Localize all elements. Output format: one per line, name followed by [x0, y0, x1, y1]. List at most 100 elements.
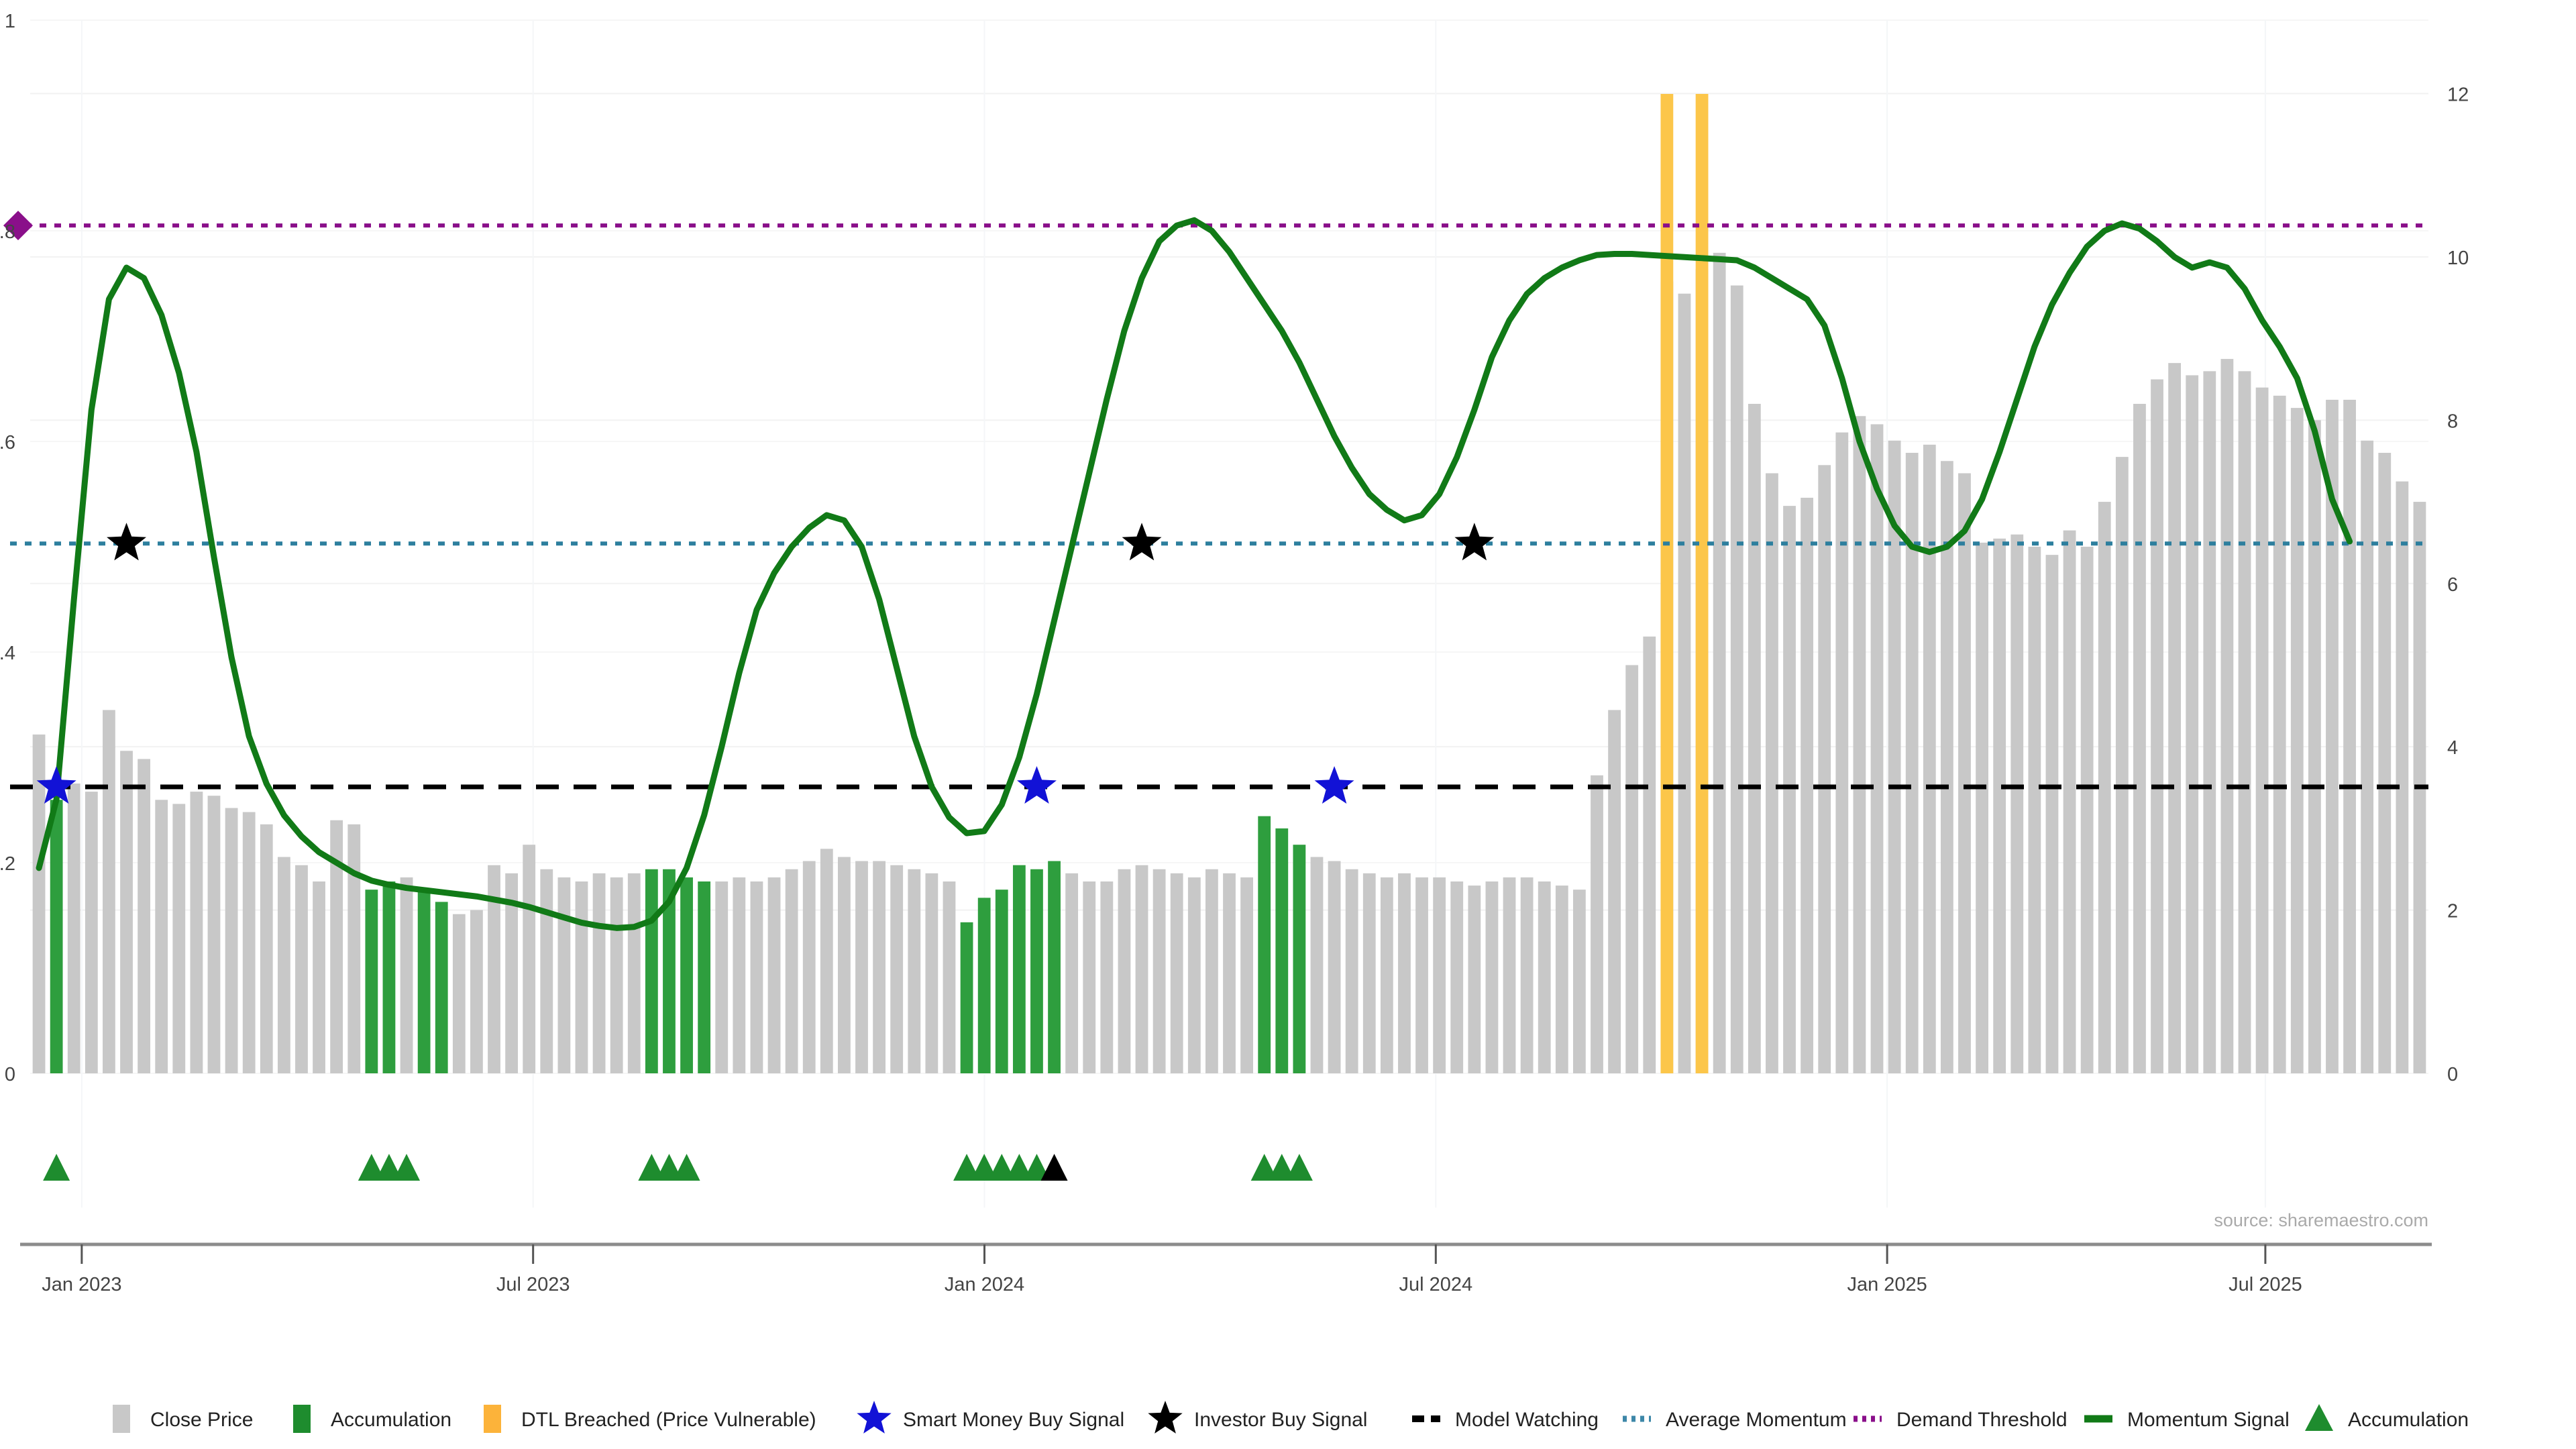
legend-star-icon: [1148, 1401, 1183, 1434]
accumulation-bar: [1048, 861, 1061, 1073]
accumulation-triangle-marker: [988, 1154, 1016, 1181]
legend-average-momentum[interactable]: Average Momentum: [1623, 1409, 1847, 1431]
close-price-bar: [347, 824, 361, 1073]
legend-item-label: Average Momentum: [1666, 1409, 1847, 1431]
accumulation-bar: [663, 869, 676, 1073]
accumulation-bar: [417, 890, 431, 1073]
x-axis-tick-label: Jul 2024: [1399, 1274, 1472, 1295]
legend-swatch-icon: [484, 1405, 501, 1433]
close-price-bar: [2203, 371, 2216, 1073]
smart-money-buy-signal-star: [1016, 765, 1057, 804]
close-price-bar: [1783, 506, 1796, 1073]
close-price-bar: [575, 881, 588, 1073]
accumulation-triangle-marker: [1023, 1154, 1051, 1181]
close-price-bar: [1905, 453, 1919, 1073]
close-price-bar: [1853, 416, 1866, 1073]
accumulation-bar: [977, 898, 991, 1073]
close-price-bar: [1678, 293, 1691, 1074]
close-price-bar: [190, 792, 203, 1073]
investor-buy-signal-star: [1454, 523, 1495, 561]
smart-money-buy-signal-star: [36, 765, 76, 804]
momentum-signal-line: [36, 217, 2353, 931]
right-axis-tick: 8: [2447, 411, 2458, 432]
legend-model-watching[interactable]: Model Watching: [1412, 1409, 1599, 1431]
close-price-bar: [610, 877, 623, 1073]
accumulation-triangle-marker: [655, 1154, 683, 1181]
legend-momentum-signal[interactable]: Momentum Signal: [2084, 1409, 2290, 1431]
close-price-bar: [1520, 877, 1534, 1073]
close-price-bar: [2045, 555, 2059, 1073]
close-price-bar: [85, 792, 98, 1073]
left-axis-tick: 0.8: [0, 221, 15, 243]
close-price-bar: [138, 759, 151, 1073]
legend-item-label: Smart Money Buy Signal: [903, 1409, 1124, 1431]
legend-investor-buy[interactable]: Investor Buy Signal: [1148, 1401, 1367, 1434]
close-price-bar: [225, 808, 238, 1073]
close-price-bar: [1362, 873, 1376, 1073]
close-price-bar: [103, 710, 115, 1073]
close-price-bar: [172, 804, 186, 1073]
legend-dtl-breached[interactable]: DTL Breached (Price Vulnerable): [484, 1405, 816, 1433]
close-price-bar: [785, 869, 798, 1073]
accumulation-bar: [645, 869, 658, 1073]
legend-close-price[interactable]: Close Price: [113, 1405, 253, 1433]
accumulation-bar: [1012, 865, 1026, 1073]
close-price-bar: [260, 824, 273, 1073]
reference-lines: [3, 211, 2428, 790]
accumulation-triangle-marker: [1006, 1154, 1033, 1181]
legend-accumulation-bar[interactable]: Accumulation: [293, 1405, 451, 1433]
close-price-bar: [2343, 399, 2356, 1073]
demand-threshold-diamond: [3, 211, 33, 241]
accumulation-triangle-marker: [375, 1154, 402, 1181]
close-price-bar: [505, 873, 519, 1073]
accumulation-triangle-marker: [358, 1154, 385, 1181]
accumulation-triangle-marker: [43, 1154, 70, 1181]
close-price-bar: [2010, 534, 2024, 1073]
accumulation-bar: [365, 890, 378, 1073]
close-price-bar: [1065, 873, 1079, 1073]
close-price-bar: [2220, 359, 2234, 1073]
close-price-bar: [1591, 775, 1603, 1073]
close-price-bar: [2238, 371, 2251, 1073]
close-price-bar: [2361, 440, 2374, 1073]
close-price-bar: [1888, 440, 1901, 1073]
right-axis-tick: 12: [2447, 85, 2469, 106]
close-price-bar: [295, 865, 308, 1073]
close-price-bar: [2063, 530, 2076, 1073]
left-axis-tick: 0.2: [0, 853, 15, 875]
close-price-bar: [733, 877, 746, 1073]
close-price-bar: [2151, 379, 2163, 1073]
legend-item-label: Close Price: [150, 1409, 253, 1431]
legend-accumulation-marker[interactable]: Accumulation: [2305, 1404, 2469, 1431]
momentum-signal-path: [36, 217, 2353, 931]
close-price-bar: [750, 881, 763, 1073]
legend-item-label: DTL Breached (Price Vulnerable): [521, 1409, 816, 1431]
investor-buy-signal-star: [107, 523, 146, 561]
legend-smart-money[interactable]: Smart Money Buy Signal: [857, 1401, 1124, 1434]
legend-star-icon: [857, 1401, 892, 1434]
dtl-breached-band: [1660, 94, 1674, 1073]
close-price-bar: [540, 869, 553, 1073]
close-price-bar: [838, 857, 851, 1073]
close-price-bar: [1503, 877, 1516, 1073]
close-price-bar: [767, 877, 781, 1073]
dtl-breached-bands: [1660, 94, 1709, 1073]
close-price-bar: [242, 812, 256, 1073]
close-price-bar: [1083, 881, 1096, 1073]
close-price-bar: [1941, 461, 1953, 1073]
close-price-bar: [855, 861, 868, 1073]
close-price-bar: [1187, 877, 1201, 1073]
accumulation-bar: [995, 890, 1008, 1073]
accumulation-bar: [1258, 816, 1271, 1073]
legend-item-label: Momentum Signal: [2127, 1409, 2290, 1431]
close-price-bar: [1223, 873, 1236, 1073]
accumulation-triangle-marker: [393, 1154, 421, 1181]
close-price-bar: [2396, 481, 2409, 1073]
accumulation-triangle-marker: [953, 1154, 981, 1181]
close-price-bar: [32, 734, 46, 1073]
legend-demand-threshold[interactable]: Demand Threshold: [1854, 1409, 2068, 1431]
close-price-bar: [330, 820, 343, 1073]
accumulation-marker-row: [43, 1154, 1313, 1181]
x-axis-tick-label: Jul 2025: [2229, 1274, 2302, 1295]
